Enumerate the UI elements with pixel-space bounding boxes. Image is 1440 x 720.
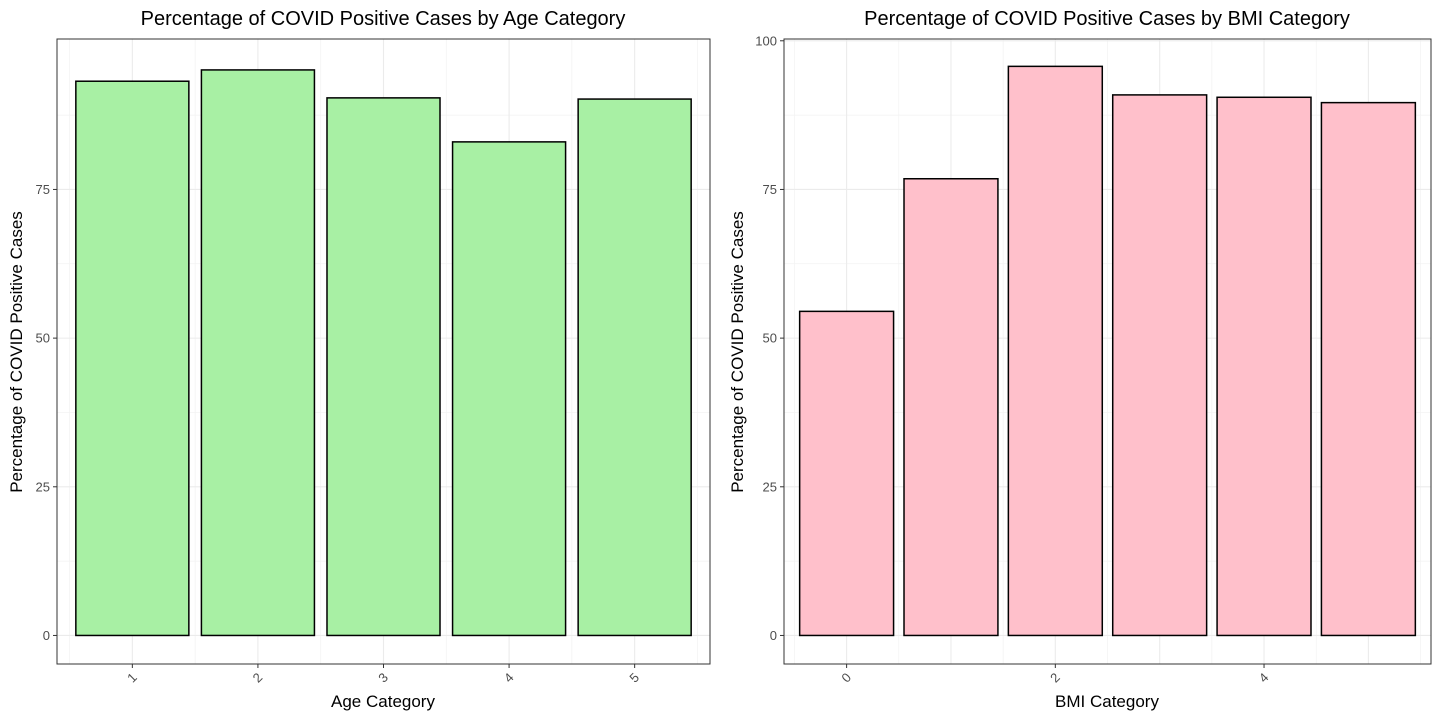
age-chart-title: Percentage of COVID Positive Cases by Ag… — [141, 8, 626, 30]
age-chart-y-axis-title: Percentage of COVID Positive Cases — [7, 211, 26, 493]
bmi-chart-bar — [798, 310, 895, 637]
age-chart-bar — [577, 98, 692, 637]
bmi-chart-x-ticks: 0 2 4 — [838, 664, 1272, 686]
bmi-chart-x-tick-label: 2 — [1047, 670, 1063, 686]
bmi-chart-bar — [1216, 96, 1312, 637]
bmi-chart-bar — [1320, 101, 1417, 637]
bmi-chart: Percentage of COVID Positive Cases by BM… — [728, 8, 1432, 711]
bmi-chart-panel-border — [783, 38, 1432, 665]
bmi-chart-title: Percentage of COVID Positive Cases by BM… — [864, 8, 1350, 30]
age-chart-x-tick-label: 4 — [501, 670, 517, 686]
age-chart: Percentage of COVID Positive Cases by Ag… — [7, 8, 711, 711]
bmi-chart-x-tick-label: 0 — [838, 670, 854, 686]
bmi-chart-y-tick-label: 100 — [755, 33, 777, 48]
bmi-chart-bars — [798, 65, 1417, 637]
bmi-chart-bar — [1007, 65, 1104, 637]
age-chart-bar — [451, 141, 567, 637]
bmi-chart-y-ticks: 0 25 50 75 100 — [755, 33, 784, 643]
age-chart-x-tick-label: 1 — [124, 670, 140, 686]
bmi-chart-bar — [1111, 94, 1208, 637]
bmi-chart-y-tick-label: 50 — [763, 331, 777, 346]
age-chart-x-ticks: 1 2 3 4 5 — [124, 664, 642, 686]
age-chart-y-tick-label: 50 — [36, 331, 50, 346]
bmi-chart-y-tick-label: 75 — [763, 182, 777, 197]
age-chart-y-tick-label: 25 — [36, 479, 50, 494]
bmi-chart-x-axis-title: BMI Category — [1055, 692, 1159, 711]
bmi-chart-bar — [903, 177, 999, 637]
age-chart-bar — [75, 80, 190, 637]
age-chart-bar — [326, 97, 441, 637]
age-chart-bars — [75, 69, 692, 637]
bmi-chart-y-axis-title: Percentage of COVID Positive Cases — [728, 211, 747, 493]
age-chart-x-axis-title: Age Category — [331, 692, 435, 711]
age-chart-y-tick-label: 75 — [36, 182, 50, 197]
age-chart-x-tick-label: 2 — [250, 670, 266, 686]
age-chart-bar — [200, 69, 316, 637]
bmi-chart-x-tick-label: 4 — [1256, 670, 1272, 686]
age-chart-y-ticks: 0 25 50 75 — [36, 182, 57, 643]
bmi-chart-y-tick-label: 0 — [770, 628, 777, 643]
age-chart-x-tick-label: 3 — [375, 670, 391, 686]
age-chart-y-tick-label: 0 — [43, 628, 50, 643]
bmi-chart-y-tick-label: 25 — [763, 479, 777, 494]
age-chart-x-tick-label: 5 — [626, 670, 642, 686]
